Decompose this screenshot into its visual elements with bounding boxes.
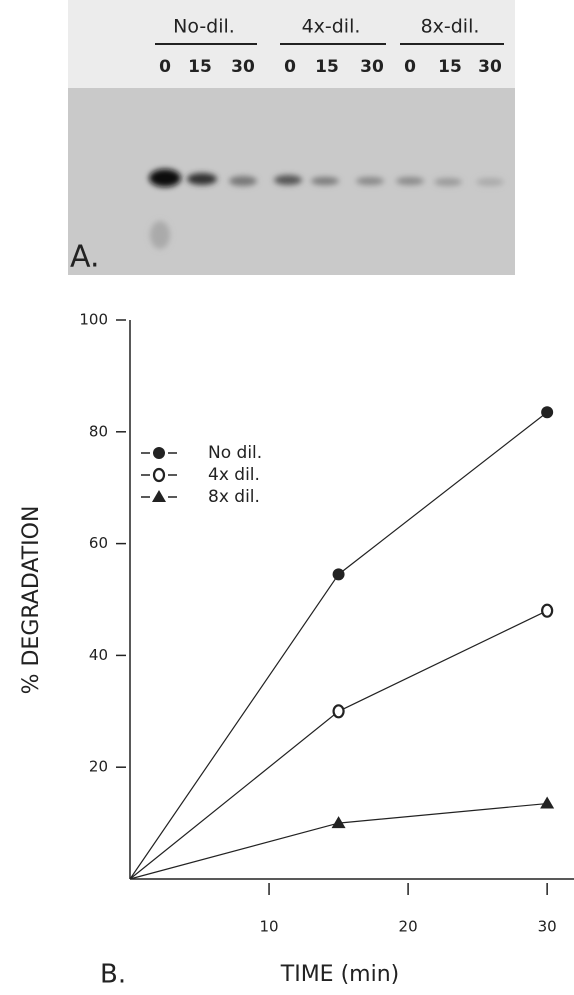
gel-group-label: 8x-dil. [421,16,480,38]
gel-bands [149,169,504,249]
gel-lane-label: 15 [438,57,462,77]
gel-lane-label: 15 [315,57,339,77]
legend-label: 8x dil. [208,487,260,507]
x-axis-label: TIME (min) [280,962,399,987]
y-tick-label: 20 [89,758,108,776]
gel-lane-label: 30 [231,57,255,77]
gel-lane-label: 0 [284,57,296,77]
marker [540,796,555,809]
y-tick-label: 60 [89,534,108,552]
x-tick-label: 10 [260,918,279,936]
marker [332,568,345,581]
gel-lane-label: 0 [159,57,171,77]
gel-lane-label: 15 [188,57,212,77]
series-line [129,610,548,880]
y-tick-label: 100 [79,311,108,329]
legend-marker [152,490,166,502]
y-tick-label: 40 [89,646,108,664]
legend-marker [153,447,165,459]
y-tick-label: 80 [89,422,108,440]
gel-lane-label: 30 [478,57,502,77]
panel-label: B. [100,960,126,990]
gel-group-label: No-dil. [173,16,235,38]
legend-label: 4x dil. [208,465,260,485]
marker [331,816,346,829]
panel-label: A. [70,240,100,275]
legend-label: No dil. [208,443,262,463]
x-tick-label: 30 [538,918,557,936]
gel-lane-label: 30 [360,57,384,77]
y-axis-label: % DEGRADATION [19,506,44,695]
gel-group-label: 4x-dil. [302,16,361,38]
marker [541,406,554,419]
marker [541,603,554,618]
legend-marker [152,467,166,483]
marker [332,704,345,719]
gel-lane-label: 0 [404,57,416,77]
series-line [129,802,548,880]
x-tick-label: 20 [399,918,418,936]
